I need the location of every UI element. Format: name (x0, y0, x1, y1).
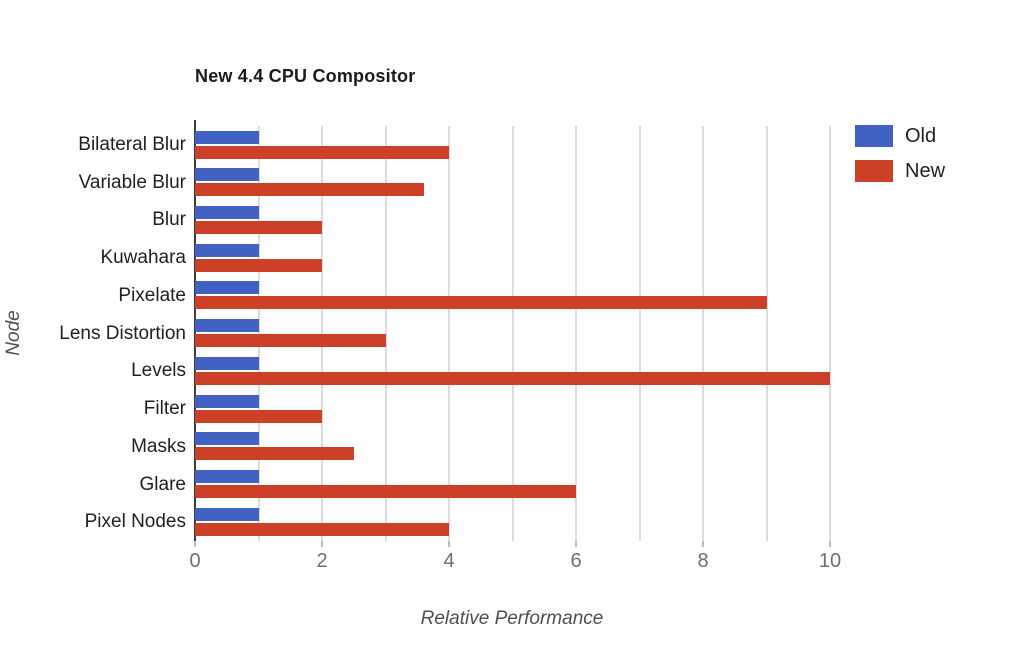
y-axis-label: Variable Blur (78, 171, 186, 193)
bar-new (195, 145, 449, 159)
x-axis-ticks: 0 2 4 6 8 10 (189, 541, 845, 591)
y-axis-label: Blur (152, 209, 186, 231)
gridline (511, 126, 514, 541)
gridline (829, 126, 831, 541)
y-axis-label: Masks (131, 435, 186, 457)
y-axis-label: Bilateral Blur (78, 134, 186, 155)
bar-new (195, 296, 767, 310)
gridline (765, 126, 768, 541)
y-axis-labels: Bilateral Blur Variable Blur Blur Kuwahara P… (0, 126, 186, 541)
y-axis-label: Pixel Nodes (84, 511, 186, 533)
bar-new (195, 485, 576, 499)
y-axis-label: Glare (139, 473, 186, 495)
x-tick-mark (448, 541, 450, 547)
y-axis-label: Lens Distortion (59, 322, 186, 344)
x-axis-tick-label: 10 (818, 550, 842, 572)
legend-item: New (855, 160, 945, 182)
x-tick-mark (829, 541, 831, 547)
x-tick-mark (194, 541, 196, 547)
y-axis-label: Kuwahara (100, 247, 186, 269)
gridline (448, 126, 450, 541)
x-axis-tick-label: 8 (697, 550, 709, 572)
gridline (257, 126, 260, 541)
bar-new (195, 522, 449, 536)
chart-title: New 4.4 CPU Compositor (195, 66, 416, 86)
y-axis-line (194, 120, 196, 547)
legend-swatch (855, 125, 893, 147)
bar-old (195, 394, 259, 408)
x-tick-mark (321, 541, 323, 547)
bar-old (195, 243, 259, 257)
x-tick-mark (702, 541, 704, 547)
bar-new (195, 409, 322, 423)
bar-old (195, 281, 259, 295)
y-axis-label: Pixelate (118, 284, 186, 306)
x-axis-tick-label: 6 (570, 550, 582, 572)
gridline (702, 126, 704, 541)
legend-label: Old (905, 125, 937, 147)
bar-old (195, 130, 259, 144)
bar-old (195, 319, 259, 333)
y-axis-label: Levels (131, 360, 186, 382)
legend: Old New (855, 125, 945, 195)
bar-new (195, 334, 386, 348)
x-axis-title: Relative Performance (420, 608, 604, 629)
bar-old (195, 432, 259, 446)
bar-old (195, 168, 259, 182)
x-tick-mark (575, 541, 577, 547)
bar-old (195, 470, 259, 484)
bar-new (195, 220, 322, 234)
x-axis-tick-label: 0 (189, 550, 201, 572)
bar-old (195, 205, 259, 219)
bar-new (195, 258, 322, 272)
x-axis-tick-label: 2 (316, 550, 328, 572)
gridline (638, 126, 641, 541)
gridline (575, 126, 577, 541)
legend-item: Old (855, 125, 945, 147)
bar-old (195, 356, 259, 370)
gridline (384, 126, 387, 541)
legend-label: New (905, 160, 946, 182)
bar-new (195, 447, 354, 461)
y-axis-label: Filter (143, 398, 186, 420)
bar-new (195, 183, 424, 197)
bar-new (195, 371, 830, 385)
x-axis-tick-label: 4 (443, 550, 455, 572)
y-axis-title: Node (3, 310, 24, 356)
gridline (321, 126, 323, 541)
bar-old (195, 507, 259, 521)
legend-swatch (855, 160, 893, 182)
plot-area (195, 126, 845, 541)
